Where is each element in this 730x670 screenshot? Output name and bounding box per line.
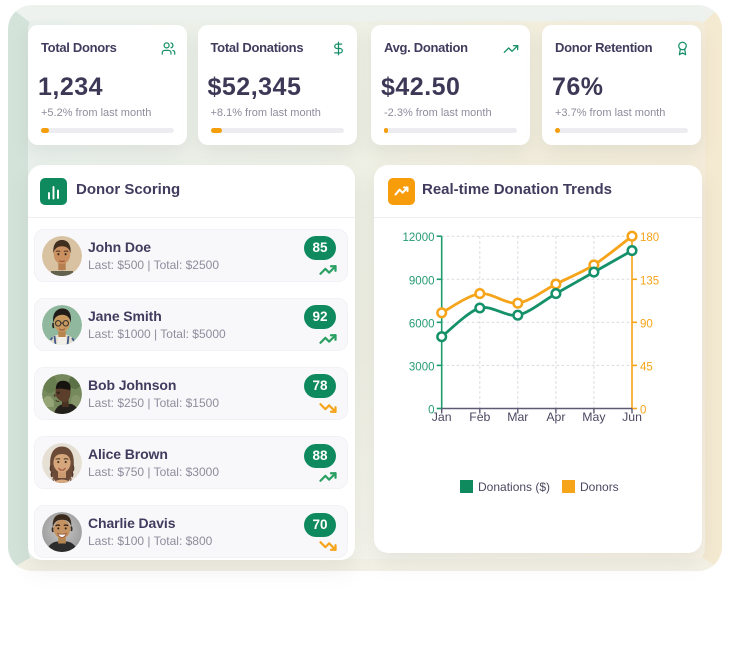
- svg-text:May: May: [582, 410, 606, 424]
- svg-text:135: 135: [640, 275, 659, 287]
- svg-text:6000: 6000: [409, 318, 435, 330]
- svg-text:Jun: Jun: [622, 410, 642, 424]
- svg-text:Mar: Mar: [507, 410, 528, 424]
- svg-text:180: 180: [640, 232, 659, 244]
- svg-text:0: 0: [428, 405, 434, 417]
- svg-text:12000: 12000: [403, 232, 435, 244]
- svg-text:Jan: Jan: [432, 410, 452, 424]
- svg-text:45: 45: [640, 361, 653, 373]
- svg-text:Apr: Apr: [546, 410, 565, 424]
- svg-text:3000: 3000: [409, 361, 435, 373]
- svg-text:Donors: Donors: [580, 480, 619, 494]
- svg-text:90: 90: [640, 318, 653, 330]
- svg-text:9000: 9000: [409, 275, 435, 287]
- svg-text:Donations ($): Donations ($): [478, 480, 550, 494]
- svg-text:Feb: Feb: [469, 410, 490, 424]
- svg-text:0: 0: [640, 405, 646, 417]
